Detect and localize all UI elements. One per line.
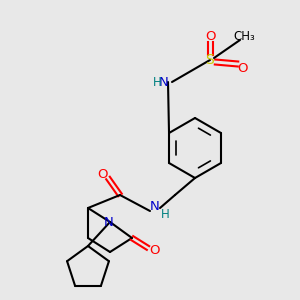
- Text: O: O: [205, 31, 215, 44]
- Text: O: O: [98, 169, 108, 182]
- Text: CH₃: CH₃: [233, 31, 255, 44]
- Text: H: H: [153, 76, 161, 88]
- Text: N: N: [150, 200, 160, 214]
- Text: S: S: [206, 53, 214, 67]
- Text: O: O: [150, 244, 160, 257]
- Text: N: N: [104, 217, 114, 230]
- Text: N: N: [159, 76, 169, 88]
- Text: H: H: [160, 208, 169, 221]
- Text: O: O: [237, 61, 247, 74]
